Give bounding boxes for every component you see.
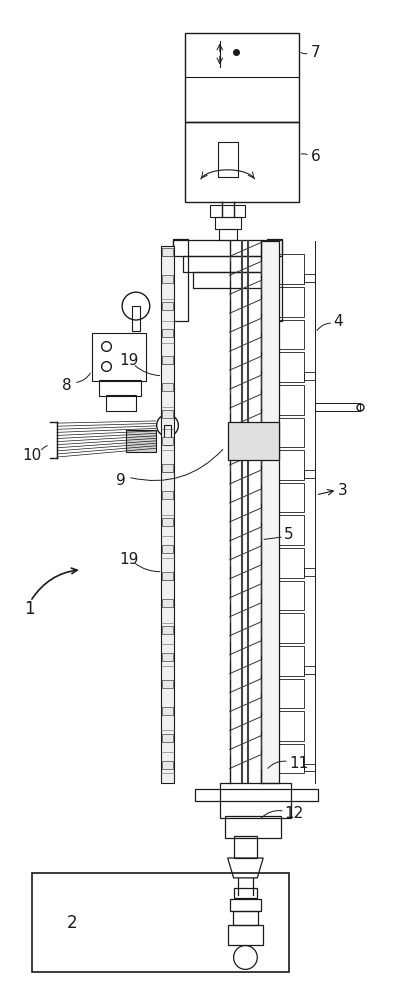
Text: 8: 8 xyxy=(62,378,72,393)
Bar xyxy=(279,254,303,284)
Bar xyxy=(279,287,303,317)
Bar xyxy=(225,816,281,838)
Bar xyxy=(279,548,303,578)
Bar xyxy=(162,248,173,256)
Bar xyxy=(173,239,188,321)
Bar xyxy=(162,383,173,391)
Bar xyxy=(303,666,315,674)
Text: 10: 10 xyxy=(22,448,42,463)
Bar xyxy=(162,437,173,445)
Bar xyxy=(279,581,303,610)
Bar xyxy=(162,302,173,310)
Text: 19: 19 xyxy=(119,552,139,567)
Bar xyxy=(218,142,238,177)
Bar xyxy=(279,352,303,382)
Bar xyxy=(279,679,303,708)
Bar xyxy=(228,925,263,945)
Text: 11: 11 xyxy=(289,756,308,771)
Bar xyxy=(162,599,173,607)
Bar xyxy=(279,515,303,545)
Bar xyxy=(106,395,136,410)
Bar xyxy=(210,205,245,217)
Bar xyxy=(230,899,261,911)
Text: 12: 12 xyxy=(284,806,303,821)
Text: 4: 4 xyxy=(333,314,343,328)
Bar xyxy=(279,744,303,773)
Bar xyxy=(234,836,257,858)
Bar xyxy=(162,356,173,364)
Text: 6: 6 xyxy=(310,149,320,164)
Bar xyxy=(162,626,173,634)
Bar xyxy=(279,711,303,741)
Bar xyxy=(162,464,173,472)
Bar xyxy=(234,888,257,898)
Bar xyxy=(233,911,258,925)
Text: 2: 2 xyxy=(67,914,77,932)
Bar xyxy=(315,403,360,410)
Bar xyxy=(162,653,173,661)
Bar xyxy=(193,272,262,288)
Bar xyxy=(279,320,303,349)
Bar xyxy=(185,122,299,202)
Bar xyxy=(303,764,315,771)
Bar xyxy=(162,410,173,418)
Bar xyxy=(173,240,282,256)
Bar xyxy=(185,33,299,122)
Bar xyxy=(279,483,303,512)
Bar xyxy=(164,425,171,445)
Text: 9: 9 xyxy=(116,473,126,488)
Bar xyxy=(220,783,291,818)
Bar xyxy=(228,422,279,460)
Text: 5: 5 xyxy=(284,527,294,542)
Bar xyxy=(279,646,303,676)
Bar xyxy=(162,329,173,337)
Bar xyxy=(267,239,282,321)
Bar xyxy=(162,518,173,526)
Text: 19: 19 xyxy=(119,353,139,368)
Bar xyxy=(303,470,315,478)
Bar xyxy=(132,306,140,331)
Text: 7: 7 xyxy=(310,45,320,60)
Bar xyxy=(92,333,146,381)
Text: 3: 3 xyxy=(338,483,348,498)
Bar xyxy=(162,275,173,283)
Bar xyxy=(162,572,173,580)
Bar xyxy=(162,680,173,688)
Bar xyxy=(183,256,272,272)
Bar xyxy=(126,430,156,452)
Bar xyxy=(161,246,174,783)
Bar xyxy=(303,568,315,576)
Bar xyxy=(303,274,315,282)
Bar xyxy=(162,734,173,742)
Bar xyxy=(162,707,173,715)
Bar xyxy=(215,217,240,229)
Bar xyxy=(279,385,303,415)
Bar xyxy=(162,545,173,553)
Bar xyxy=(261,241,279,783)
Bar xyxy=(279,450,303,480)
Bar xyxy=(162,491,173,499)
Bar xyxy=(279,613,303,643)
Bar xyxy=(32,873,289,972)
Bar xyxy=(219,229,236,240)
Bar xyxy=(162,761,173,768)
Bar xyxy=(195,789,319,801)
Bar xyxy=(279,418,303,447)
Bar xyxy=(99,380,141,396)
Bar xyxy=(303,372,315,380)
Text: 1: 1 xyxy=(25,600,35,618)
